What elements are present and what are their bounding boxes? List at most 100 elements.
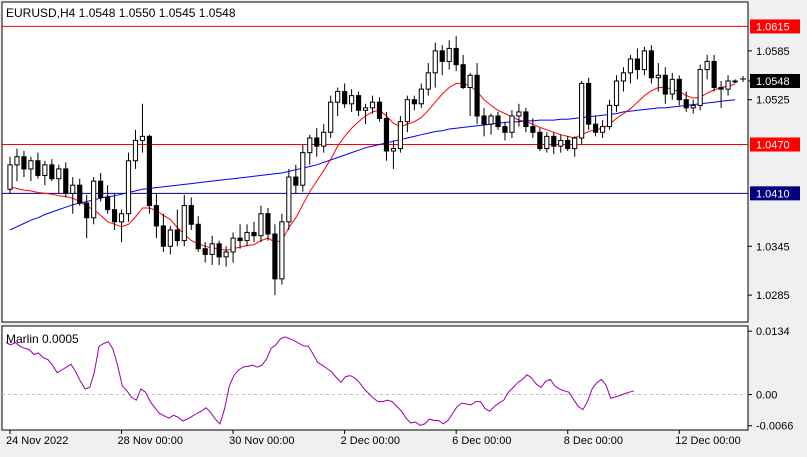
candle-9: [70, 177, 76, 214]
candle-41: [293, 164, 299, 194]
price-tick-label-0: 1.0585: [756, 46, 790, 58]
candle-body-down: [63, 168, 69, 194]
candle-93: [655, 63, 661, 92]
candle-62: [439, 45, 445, 76]
candle-32: [230, 232, 236, 263]
candle-body-up: [307, 137, 313, 154]
candle-43: [307, 134, 313, 165]
candle-20: [146, 134, 153, 214]
candle-body-up: [335, 91, 341, 103]
candle-11: [84, 194, 90, 239]
candle-67: [474, 63, 480, 125]
candle-80: [565, 136, 571, 152]
candle-body-down: [160, 225, 166, 247]
candle-39: [279, 213, 285, 285]
candle-6: [49, 159, 55, 182]
candle-44: [314, 128, 320, 157]
candle-body-up: [613, 80, 620, 106]
candle-98: [690, 99, 696, 114]
candle-65: [460, 54, 466, 90]
candle-body-up: [369, 101, 376, 109]
candle-body-down: [565, 139, 571, 150]
candle-body-down: [676, 78, 682, 101]
candle-63: [446, 40, 452, 70]
candle-body-down: [411, 99, 417, 105]
candle-body-up: [300, 152, 306, 186]
candle-body-down: [77, 184, 83, 204]
candle-body-up: [467, 74, 473, 88]
candle-10: [77, 178, 83, 206]
osc-tick-label-2: -0.0066: [756, 421, 793, 433]
candle-66: [467, 72, 473, 116]
candle-body-up: [627, 58, 634, 74]
candle-body-up: [418, 88, 424, 105]
candle-0: [7, 156, 13, 194]
candle-body-down: [537, 131, 543, 150]
candle-body-down: [683, 99, 689, 109]
candle-body-up: [704, 60, 710, 71]
candle-17: [125, 152, 132, 222]
candle-84: [593, 115, 599, 137]
candle-76: [537, 128, 543, 152]
candle-body-down: [272, 233, 278, 280]
candle-60: [425, 63, 431, 96]
level-price-label-1: 1.0470: [756, 139, 790, 151]
candle-95: [669, 72, 675, 100]
candle-16: [118, 209, 125, 243]
candle-body-up: [397, 121, 403, 150]
candle-82: [579, 80, 585, 145]
candle-body-up: [14, 156, 20, 166]
candle-102: [718, 80, 724, 108]
candle-body-down: [634, 58, 641, 71]
candle-58: [411, 95, 417, 111]
candle-body-up: [697, 69, 703, 106]
candle-79: [558, 134, 564, 153]
candle-91: [641, 46, 647, 76]
candle-75: [530, 118, 536, 138]
candle-body-down: [495, 115, 501, 128]
osc-tick-label-1: 0.00: [756, 390, 777, 402]
candle-88: [620, 67, 627, 92]
candle-body-up: [56, 168, 62, 180]
candle-body-up: [509, 115, 515, 133]
candle-27: [195, 216, 201, 252]
indicator-pane[interactable]: [1, 325, 749, 431]
candle-26: [188, 197, 194, 230]
level-price-label-2: 1.0410: [756, 188, 790, 200]
candle-33: [237, 224, 243, 249]
candle-4: [35, 152, 41, 179]
candle-51: [362, 103, 369, 125]
candle-72: [509, 110, 515, 138]
candle-92: [648, 45, 654, 84]
candle-30: [216, 240, 222, 266]
candle-body-down: [98, 180, 104, 198]
candle-body-down: [49, 164, 55, 180]
candle-body-down: [21, 156, 27, 170]
main-chart-pane[interactable]: [1, 1, 749, 323]
candle-97: [683, 91, 689, 112]
candle-body-down: [648, 50, 654, 79]
candle-48: [342, 83, 348, 108]
candle-body-down: [342, 91, 348, 105]
time-tick-label-4: 6 Dec 00:00: [452, 435, 511, 447]
level-price-tag-0: [750, 19, 800, 34]
candle-78: [551, 132, 557, 155]
candle-body-up: [572, 137, 578, 150]
candle-45: [321, 124, 327, 153]
candle-body-up: [432, 50, 438, 74]
candle-body-up: [223, 251, 229, 258]
candle-40: [286, 168, 292, 230]
candle-body-up: [279, 221, 285, 280]
candle-54: [383, 111, 390, 161]
candle-body-down: [711, 60, 717, 88]
candle-81: [572, 136, 578, 157]
candle-body-up: [286, 176, 292, 223]
price-tick-label-2: 1.0345: [756, 241, 790, 253]
candle-7: [56, 164, 62, 194]
time-tick-label-6: 12 Dec 00:00: [675, 435, 740, 447]
symbol-header: EURUSD,H4 1.0548 1.0550 1.0545 1.0548: [6, 6, 236, 20]
candle-body-up: [181, 205, 187, 242]
candle-body-down: [586, 82, 592, 125]
